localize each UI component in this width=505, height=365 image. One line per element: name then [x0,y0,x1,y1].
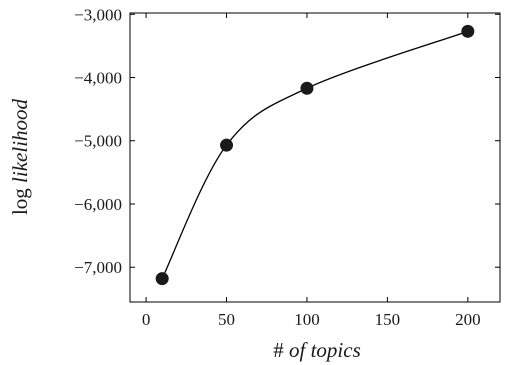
data-point [300,81,314,95]
series-line [161,30,469,279]
y-tick-label: −5,000 [74,132,122,151]
x-axis-label: # of topics [273,338,361,362]
x-tick-label: 150 [375,310,401,329]
x-tick-label: 0 [142,310,151,329]
x-tick-label: 200 [455,310,481,329]
x-tick-label: 100 [294,310,320,329]
x-tick-label: 50 [218,310,235,329]
y-axis-label: log likelihood [8,98,32,215]
y-tick-label: −6,000 [74,195,122,214]
data-point [220,138,234,152]
y-tick-label: −7,000 [74,258,122,277]
y-tick-label: −4,000 [74,69,122,88]
plot-frame [129,12,501,303]
data-point [155,272,169,286]
y-tick-label: −3,000 [74,5,122,24]
data-point [461,24,475,38]
